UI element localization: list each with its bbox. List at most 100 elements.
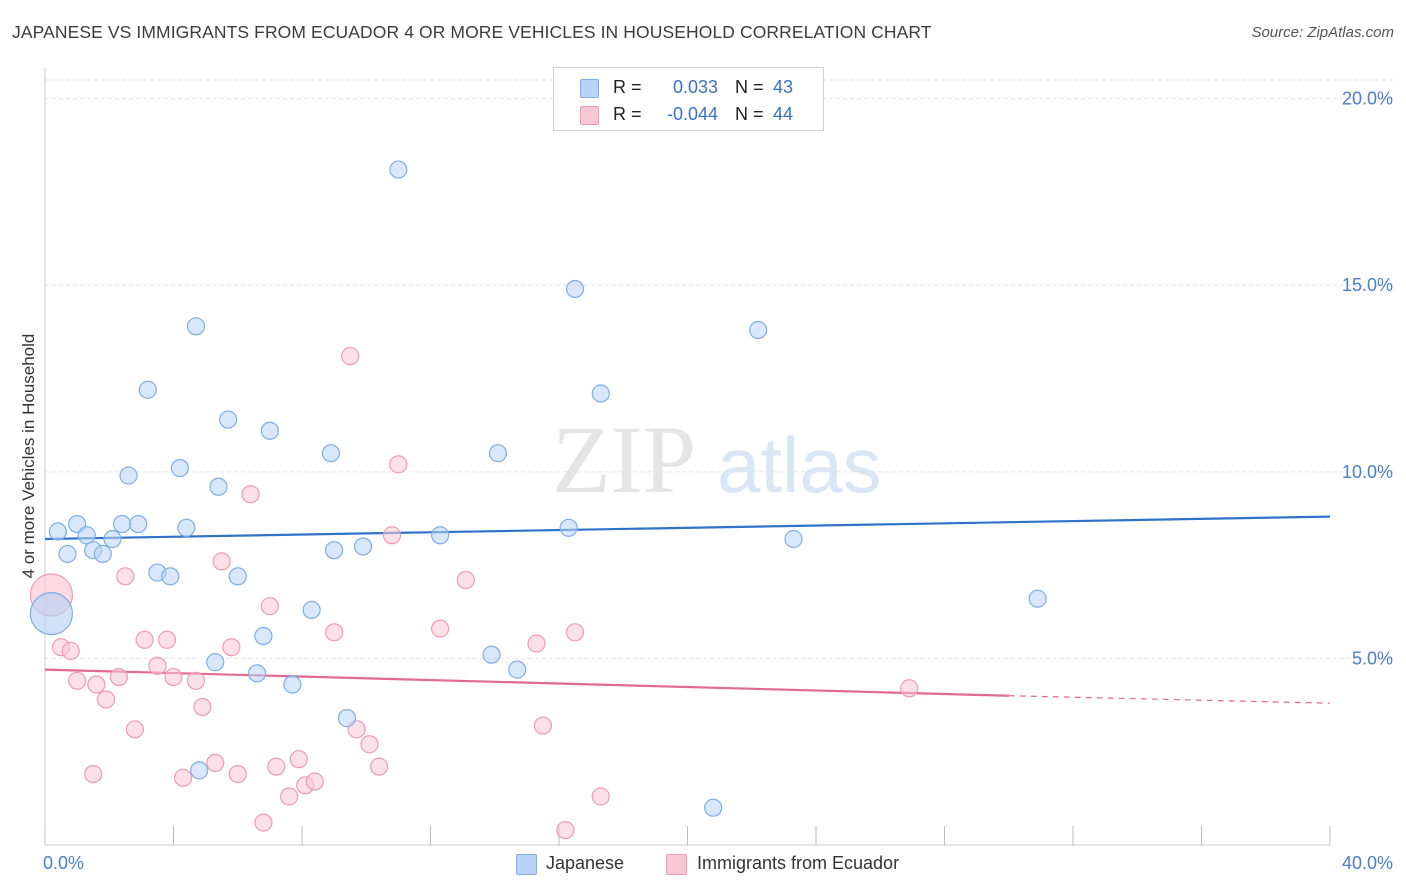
legend-ecuador-label: Immigrants from Ecuador bbox=[697, 853, 900, 873]
point-japanese bbox=[219, 410, 238, 429]
watermark-zip: ZIP bbox=[552, 406, 696, 513]
point-japanese bbox=[260, 421, 279, 440]
point-japanese bbox=[93, 544, 112, 564]
point-japanese bbox=[353, 537, 373, 556]
point-ecuador bbox=[900, 679, 919, 698]
point-japanese bbox=[48, 522, 67, 541]
point-japanese bbox=[488, 444, 508, 463]
point-japanese bbox=[161, 567, 180, 586]
trend-line-ecuador bbox=[44, 668, 1009, 697]
point-japanese bbox=[565, 279, 585, 299]
point-ecuador bbox=[116, 567, 135, 586]
point-ecuador bbox=[186, 671, 206, 690]
point-ecuador bbox=[61, 641, 80, 661]
chart-title: JAPANESE VS IMMIGRANTS FROM ECUADOR 4 OR… bbox=[12, 22, 932, 42]
point-ecuador bbox=[68, 671, 87, 690]
point-japanese bbox=[206, 653, 225, 672]
data-points bbox=[29, 160, 1047, 840]
point-ecuador bbox=[360, 735, 379, 754]
point-japanese bbox=[29, 592, 74, 636]
point-ecuador bbox=[341, 347, 360, 366]
point-ecuador bbox=[96, 690, 116, 709]
point-ecuador bbox=[135, 630, 154, 649]
point-ecuador bbox=[228, 764, 247, 784]
point-japanese bbox=[119, 466, 138, 485]
point-japanese bbox=[177, 518, 196, 537]
point-japanese bbox=[325, 541, 344, 560]
point-japanese bbox=[112, 514, 132, 534]
point-japanese bbox=[337, 709, 357, 728]
point-ecuador bbox=[431, 619, 450, 638]
ecuador-swatch bbox=[580, 106, 599, 125]
point-japanese bbox=[228, 567, 247, 586]
point-japanese bbox=[247, 664, 267, 683]
point-japanese bbox=[591, 384, 610, 403]
point-japanese bbox=[186, 317, 206, 336]
point-ecuador bbox=[389, 455, 408, 474]
legend-japanese-label: Japanese bbox=[546, 853, 625, 873]
y-tick-labels: 5.0% 10.0% 15.0% 20.0% bbox=[1342, 89, 1393, 669]
point-ecuador bbox=[305, 772, 324, 791]
y-tick-label: 15.0% bbox=[1342, 275, 1393, 295]
n-value: 44 bbox=[773, 104, 794, 124]
japanese-swatch bbox=[580, 79, 599, 98]
point-ecuador bbox=[222, 638, 241, 657]
legend: Japanese Immigrants from Ecuador bbox=[516, 852, 926, 876]
point-ecuador bbox=[325, 623, 344, 642]
trend-line-ecuador-extension bbox=[1008, 695, 1331, 704]
source-label: Source: ZipAtlas.com bbox=[1251, 24, 1394, 41]
trend-line-japanese bbox=[44, 515, 1331, 541]
point-ecuador bbox=[148, 656, 167, 675]
r-label: R = bbox=[613, 77, 642, 97]
point-ecuador bbox=[125, 720, 145, 739]
point-japanese bbox=[1028, 589, 1047, 608]
point-ecuador bbox=[591, 787, 610, 806]
legend-japanese-swatch bbox=[516, 854, 537, 875]
point-ecuador bbox=[533, 716, 553, 735]
y-tick-label: 10.0% bbox=[1342, 462, 1393, 482]
r-value: 0.033 bbox=[672, 77, 718, 97]
point-ecuador bbox=[254, 813, 273, 832]
point-ecuador bbox=[527, 634, 546, 653]
point-japanese bbox=[302, 600, 321, 620]
point-ecuador bbox=[267, 757, 286, 776]
point-japanese bbox=[254, 626, 273, 646]
point-japanese bbox=[58, 544, 77, 564]
point-japanese bbox=[559, 518, 578, 537]
point-ecuador bbox=[370, 757, 389, 776]
point-japanese bbox=[103, 529, 122, 549]
legend-ecuador-swatch bbox=[666, 854, 687, 875]
watermark: ZIP atlas bbox=[552, 406, 882, 513]
r-value: -0.044 bbox=[666, 104, 718, 124]
stats-row-ecuador: R = -0.044 N = 44 bbox=[554, 101, 823, 127]
stats-box: R = 0.033 N = 43 R = -0.044 N = 44 bbox=[553, 67, 824, 131]
r-label: R = bbox=[613, 104, 642, 124]
y-tick-label: 5.0% bbox=[1352, 648, 1393, 668]
point-japanese bbox=[190, 761, 209, 780]
point-ecuador bbox=[193, 697, 212, 717]
gridlines bbox=[45, 79, 1395, 659]
point-ecuador bbox=[87, 675, 106, 694]
point-ecuador bbox=[556, 820, 575, 840]
point-ecuador bbox=[109, 667, 128, 687]
point-ecuador bbox=[289, 750, 308, 769]
point-ecuador bbox=[456, 570, 475, 590]
point-japanese bbox=[283, 675, 302, 694]
point-ecuador bbox=[241, 485, 260, 504]
point-japanese bbox=[209, 477, 228, 496]
point-japanese bbox=[482, 645, 501, 664]
trend-lines bbox=[44, 515, 1331, 704]
point-japanese bbox=[321, 444, 341, 463]
point-ecuador bbox=[84, 764, 103, 784]
x-tick-label: 0.0% bbox=[43, 853, 84, 873]
n-value: 43 bbox=[773, 77, 794, 97]
point-japanese bbox=[170, 458, 190, 478]
point-japanese bbox=[749, 320, 768, 340]
point-ecuador bbox=[280, 787, 299, 806]
point-ecuador bbox=[174, 768, 193, 787]
point-japanese bbox=[129, 514, 148, 534]
n-label: N = bbox=[735, 77, 764, 97]
y-tick-label: 20.0% bbox=[1342, 89, 1393, 109]
point-japanese bbox=[138, 380, 157, 399]
x-tick-label: 40.0% bbox=[1342, 853, 1393, 873]
